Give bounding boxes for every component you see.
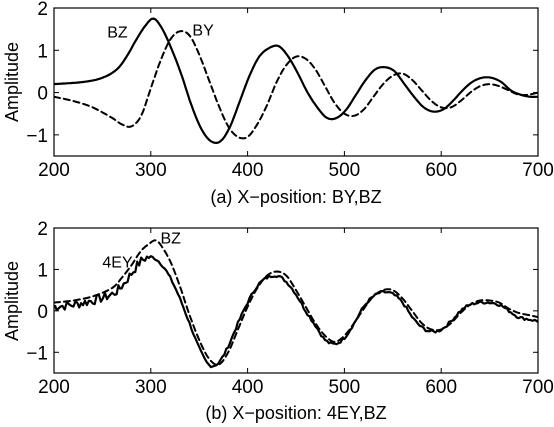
x-tick-label: 700 <box>522 160 554 181</box>
y-tick-label: −1 <box>26 126 48 147</box>
panel-a-axes-box <box>53 7 539 157</box>
x-tick-label: 400 <box>232 160 264 181</box>
panel-a-annotations: BZ BY <box>107 22 214 41</box>
panel-b-series-bz-line <box>54 239 538 366</box>
y-tick-label: 0 <box>37 302 48 323</box>
panel-b-series-4ey-line <box>54 255 538 369</box>
panel-b-ylabel: Amplitude <box>2 261 22 341</box>
panel-a-caption: (a) X−position: BY,BZ <box>210 187 381 207</box>
series-annotation-bz: BZ <box>160 231 181 248</box>
x-tick-label: 200 <box>38 377 70 398</box>
x-tick-label: 300 <box>135 160 167 181</box>
x-tick-label: 400 <box>232 377 264 398</box>
panel-a-series-bz-line <box>54 17 538 144</box>
panel-a-series <box>54 17 538 144</box>
panel-b-series <box>54 239 538 369</box>
x-tick-label: 500 <box>329 160 361 181</box>
x-tick-label: 500 <box>329 377 361 398</box>
y-tick-label: −1 <box>26 343 48 364</box>
series-annotation-4ey: 4EY <box>102 254 133 271</box>
series-annotation-bz: BZ <box>107 25 128 42</box>
series-annotation-by: BY <box>192 22 214 39</box>
x-tick-label: 200 <box>38 160 70 181</box>
y-tick-label: 0 <box>37 84 48 105</box>
panel-b-axes-box <box>53 227 539 374</box>
panel-a-ylabel: Amplitude <box>2 42 22 122</box>
x-tick-label: 300 <box>135 377 167 398</box>
y-tick-label: 1 <box>37 41 48 62</box>
panel-a-ticks: 200 300 400 500 600 700 −1 0 1 2 <box>26 0 554 181</box>
panel-b-ticks: 200 300 400 500 600 700 −1 0 1 2 <box>26 219 554 398</box>
y-tick-label: 2 <box>37 0 48 20</box>
panel-a-series-by-line <box>54 30 538 140</box>
y-tick-label: 2 <box>37 219 48 240</box>
x-tick-label: 700 <box>522 377 554 398</box>
x-tick-label: 600 <box>425 160 457 181</box>
panel-b-caption: (b) X−position: 4EY,BZ <box>205 403 386 423</box>
x-tick-label: 600 <box>425 377 457 398</box>
panel-a: 200 300 400 500 600 700 −1 0 1 2 BZ BY Amplitude (… <box>2 0 554 207</box>
panel-b-annotations: BZ 4EY <box>102 231 181 272</box>
y-tick-label: 1 <box>37 260 48 281</box>
